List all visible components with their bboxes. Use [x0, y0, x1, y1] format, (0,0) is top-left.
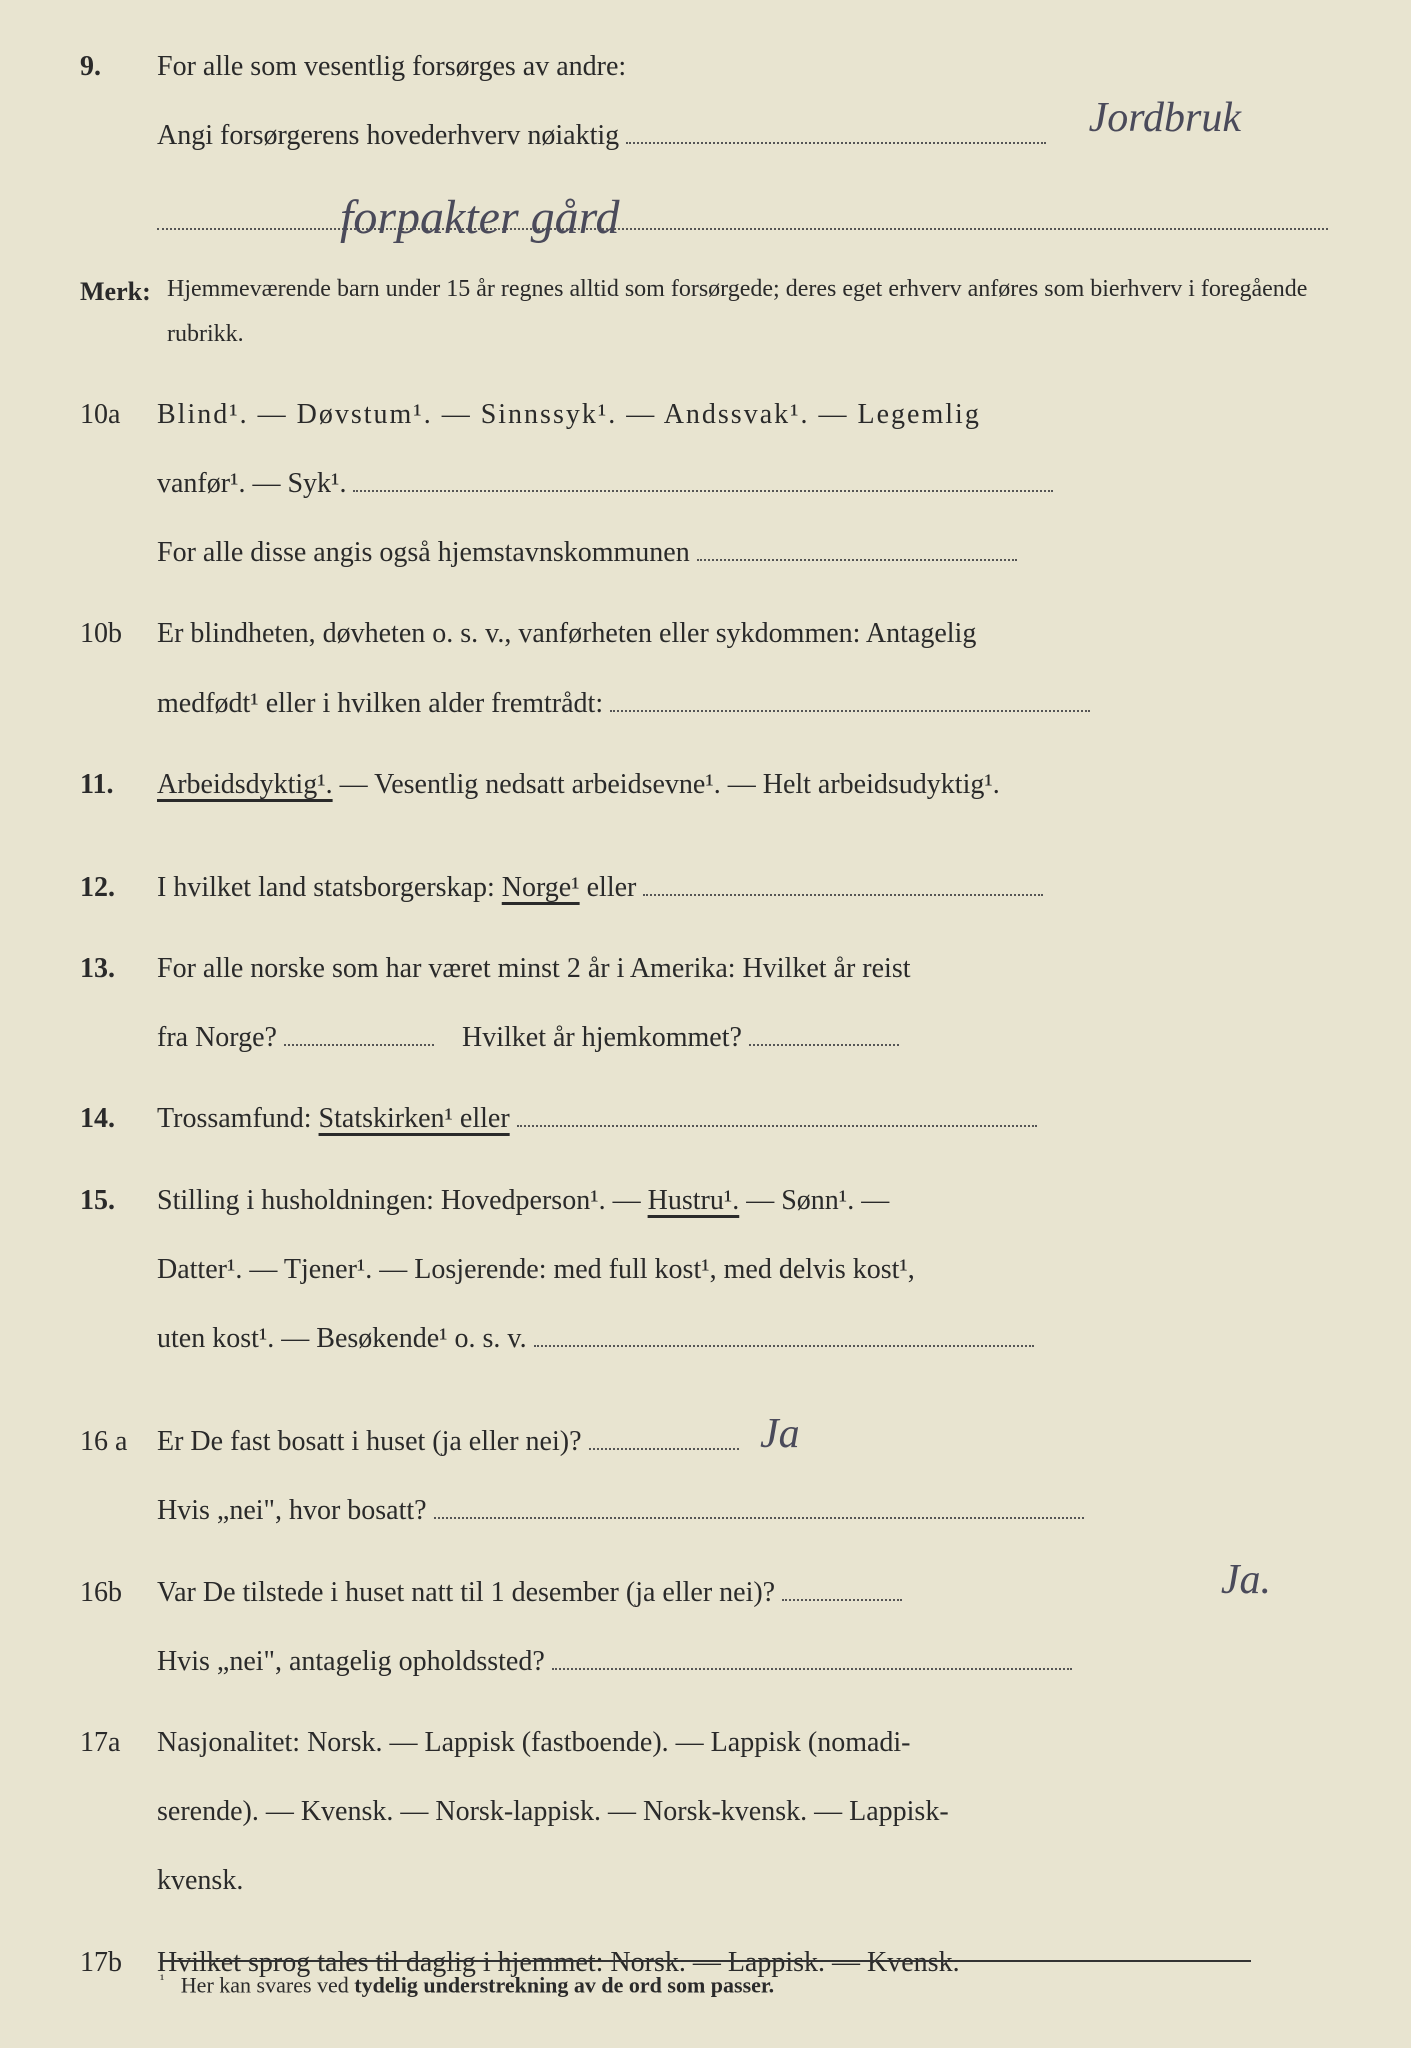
question-15: 15. Stilling i husholdningen: Hovedperso… [80, 1174, 1331, 1227]
merk-label: Merk: [80, 267, 160, 316]
q9-number: 9. [80, 40, 150, 93]
question-16b: 16b Var De tilstede i huset natt til 1 d… [80, 1566, 1331, 1619]
q16a-number: 16 a [80, 1415, 150, 1468]
q15-text3: uten kost¹. — Besøkende¹ o. s. v. [157, 1323, 527, 1354]
question-9-line3: forpakter gård [80, 190, 1331, 248]
footnote: ¹ Her kan svares ved tydelig understrekn… [160, 1960, 1251, 1998]
question-9-line2: Angi forsørgerens hovederhverv nøiaktig … [80, 109, 1331, 162]
q14-pre: Trossamfund: [157, 1103, 319, 1134]
q10a-text1: Blind¹. — Døvstum¹. — Sinnssyk¹. — Andss… [157, 388, 1328, 441]
question-16a: 16 a Er De fast bosatt i huset (ja eller… [80, 1415, 1331, 1468]
q12-number: 12. [80, 861, 150, 914]
question-10a-line3: For alle disse angis også hjemstavnskomm… [80, 526, 1331, 579]
q15-post: — Sønn¹. — [746, 1185, 889, 1216]
q15-text2: Datter¹. — Tjener¹. — Losjerende: med fu… [157, 1243, 1328, 1296]
merk-text: Hjemmeværende barn under 15 år regnes al… [167, 267, 1328, 358]
q17a-text1: Nasjonalitet: Norsk. — Lappisk (fastboen… [157, 1716, 1328, 1769]
question-17a-line3: kvensk. [80, 1854, 1331, 1907]
q17a-text3: kvensk. [157, 1854, 1328, 1907]
q16a-text2: Hvis „nei", hvor bosatt? [157, 1495, 427, 1526]
q16a-handwritten: Ja [760, 1395, 800, 1475]
q12-post: eller [587, 872, 637, 903]
footnote-marker: ¹ [160, 1972, 164, 1988]
q12-selected: Norge¹ [502, 872, 580, 903]
footnote-pre: Her kan svares ved [181, 1972, 355, 1997]
q9-blank1 [626, 142, 1046, 144]
q10a-text2: vanfør¹. — Syk¹. [157, 468, 346, 499]
merk-note: Merk: Hjemmeværende barn under 15 år reg… [80, 267, 1331, 358]
q13-number: 13. [80, 942, 150, 995]
question-16b-line2: Hvis „nei", antagelig opholdssted? [80, 1635, 1331, 1688]
q16b-handwritten: Ja. [1221, 1541, 1271, 1621]
q13-text1: For alle norske som har været minst 2 år… [157, 942, 1328, 995]
question-17a: 17a Nasjonalitet: Norsk. — Lappisk (fast… [80, 1716, 1331, 1769]
q17b-number: 17b [80, 1936, 150, 1989]
question-10b: 10b Er blindheten, døvheten o. s. v., va… [80, 607, 1331, 660]
question-11: 11. Arbeidsdyktig¹. — Vesentlig nedsatt … [80, 758, 1331, 811]
q9-text2: Angi forsørgerens hovederhverv nøiaktig [157, 120, 619, 151]
q14-number: 14. [80, 1092, 150, 1145]
footnote-bold: tydelig understrekning av de ord som pas… [354, 1972, 774, 1997]
q16b-text1: Var De tilstede i huset natt til 1 desem… [157, 1577, 775, 1608]
q16a-text1: Er De fast bosatt i huset (ja eller nei)… [157, 1426, 582, 1457]
question-10a: 10a Blind¹. — Døvstum¹. — Sinnssyk¹. — A… [80, 388, 1331, 441]
q9-handwritten-2: forpakter gård [340, 172, 620, 263]
q16b-number: 16b [80, 1566, 150, 1619]
question-13: 13. For alle norske som har været minst … [80, 942, 1331, 995]
q15-pre: Stilling i husholdningen: Hovedperson¹. … [157, 1185, 648, 1216]
q13-text2a: fra Norge? [157, 1022, 277, 1053]
q14-selected: Statskirken¹ eller [319, 1103, 510, 1134]
q13-text2b: Hvilket år hjemkommet? [462, 1022, 742, 1053]
question-15-line2: Datter¹. — Tjener¹. — Losjerende: med fu… [80, 1243, 1331, 1296]
q10a-number: 10a [80, 388, 150, 441]
q15-number: 15. [80, 1174, 150, 1227]
question-12: 12. I hvilket land statsborgerskap: Norg… [80, 861, 1331, 914]
q11-rest: — Vesentlig nedsatt arbeidsevne¹. — Helt… [340, 769, 1000, 800]
q10b-text2: medfødt¹ eller i hvilken alder fremtrådt… [157, 688, 603, 719]
q17a-text2: serende). — Kvensk. — Norsk-lappisk. — N… [157, 1785, 1328, 1838]
q10a-text3: For alle disse angis også hjemstavnskomm… [157, 537, 690, 568]
q11-selected: Arbeidsdyktig¹. [157, 769, 333, 800]
question-10b-line2: medfødt¹ eller i hvilken alder fremtrådt… [80, 677, 1331, 730]
q9-handwritten-1: Jordbruk [1089, 79, 1241, 159]
q16b-text2: Hvis „nei", antagelig opholdssted? [157, 1646, 545, 1677]
q9-blank2 [157, 190, 1328, 230]
question-15-line3: uten kost¹. — Besøkende¹ o. s. v. [80, 1312, 1331, 1365]
question-13-line2: fra Norge? Hvilket år hjemkommet? [80, 1011, 1331, 1064]
question-16a-line2: Hvis „nei", hvor bosatt? [80, 1484, 1331, 1537]
q10b-number: 10b [80, 607, 150, 660]
census-form-page: 9. For alle som vesentlig forsørges av a… [80, 40, 1331, 2018]
question-14: 14. Trossamfund: Statskirken¹ eller [80, 1092, 1331, 1145]
q10b-text1: Er blindheten, døvheten o. s. v., vanfør… [157, 607, 1328, 660]
q15-selected: Hustru¹. [648, 1185, 740, 1216]
q12-pre: I hvilket land statsborgerskap: [157, 872, 502, 903]
q17a-number: 17a [80, 1716, 150, 1769]
q11-number: 11. [80, 758, 150, 811]
question-17a-line2: serende). — Kvensk. — Norsk-lappisk. — N… [80, 1785, 1331, 1838]
question-10a-line2: vanfør¹. — Syk¹. [80, 457, 1331, 510]
